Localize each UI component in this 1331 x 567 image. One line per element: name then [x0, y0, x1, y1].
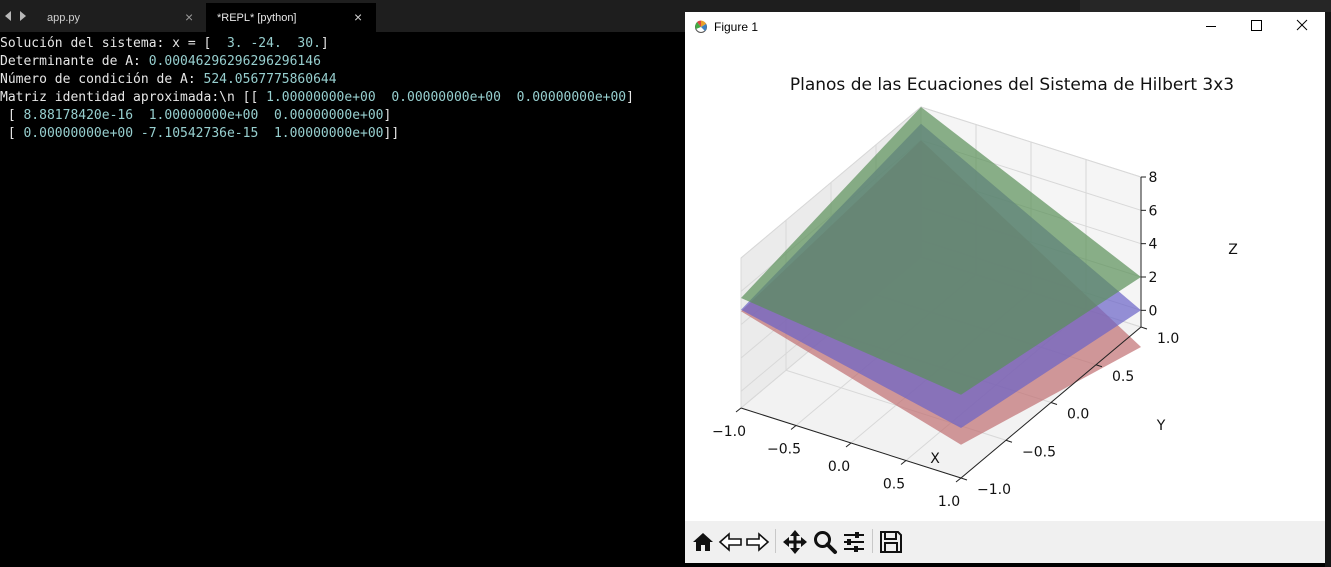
console-text: [	[0, 108, 24, 123]
y-tick-label: −0.5	[1022, 444, 1056, 460]
console-text: ]]	[383, 126, 400, 141]
x-tick-label: 0.5	[883, 477, 905, 493]
x-tick-label: 1.0	[938, 494, 960, 510]
tab-app-py[interactable]: app.py ×	[35, 3, 205, 32]
tab-nav-arrows[interactable]	[3, 8, 33, 24]
console-value: 0.00046296296296296146	[148, 54, 321, 69]
close-icon[interactable]	[1279, 12, 1325, 42]
z-tick-label: 8	[1149, 170, 1158, 186]
y-tick-label: −1.0	[977, 482, 1011, 498]
y-tick-label-mark	[1050, 402, 1058, 405]
maximize-icon[interactable]	[1234, 12, 1280, 42]
minimize-icon[interactable]	[1188, 12, 1234, 42]
tab-label: app.py	[47, 12, 81, 24]
tab-repl-python[interactable]: *REPL* [python] ×	[206, 3, 376, 32]
console-text: [	[0, 126, 24, 141]
y-tick-label-mark	[1095, 364, 1103, 368]
y-tick-label: 0.0	[1067, 407, 1089, 423]
console-line: Solución del sistema: x = [ 3. -24. 30.]	[0, 35, 684, 53]
background-window-edge	[1325, 12, 1331, 567]
grid-line	[740, 106, 922, 259]
z-tick-label: 6	[1149, 203, 1158, 219]
console-text: Solución del sistema: x = [	[0, 36, 227, 51]
z-tick-label: 2	[1149, 270, 1158, 286]
console-line: [ 0.00000000e+00 -7.10542736e-15 1.00000…	[0, 125, 684, 143]
x-tick-label: 0.0	[828, 459, 850, 475]
x-tick-mark	[790, 425, 797, 430]
background-window-edge	[1080, 0, 1331, 12]
configure-subplots-icon[interactable]	[840, 528, 868, 556]
z-tick-label: 0	[1149, 303, 1158, 319]
x-tick-label: −1.0	[712, 424, 746, 440]
x-tick-mark	[845, 442, 852, 448]
home-icon[interactable]	[689, 528, 717, 556]
console-text: Matriz identidad aproximada:\n [[	[0, 90, 267, 105]
console-text: Número de condición de A:	[0, 72, 204, 87]
x-tick-mark	[735, 407, 742, 413]
matplotlib-app-icon	[695, 20, 707, 33]
toolbar-separator	[872, 529, 873, 553]
y-axis-label: Y	[1156, 418, 1166, 434]
console-value: 1.00000000e+00 0.00000000e+00 0.00000000…	[266, 90, 627, 105]
console-line: Matriz identidad aproximada:\n [[ 1.0000…	[0, 89, 684, 107]
surface-3d-chart[interactable]: −1.0 −0.5 0.0 0.5 1.0 −1.0 −0.5 0.0 0.5 1.0 0 2 4 6 8 P…	[685, 42, 1325, 521]
forward-arrow-icon[interactable]	[743, 528, 771, 556]
y-tick-label-mark	[1005, 439, 1013, 443]
window-titlebar[interactable]: Figure 1	[685, 12, 1325, 42]
console-value: 3. -24. 30.	[226, 36, 321, 51]
close-icon[interactable]: ×	[354, 9, 363, 25]
x-tick-mark	[900, 460, 907, 465]
zoom-icon[interactable]	[811, 528, 839, 556]
console-value: 8.88178420e-16 1.00000000e+00 0.00000000…	[23, 108, 384, 123]
chevron-left-icon[interactable]	[5, 11, 11, 21]
save-icon[interactable]	[877, 528, 905, 556]
surface-plane-3	[741, 107, 1141, 395]
figure-toolbar	[685, 521, 1325, 563]
back-arrow-icon[interactable]	[717, 528, 745, 556]
pan-icon[interactable]	[781, 528, 809, 556]
console-text: ]	[320, 36, 329, 51]
plot-canvas[interactable]: −1.0 −0.5 0.0 0.5 1.0 −1.0 −0.5 0.0 0.5 1.0 0 2 4 6 8 P…	[685, 42, 1325, 521]
tab-label: *REPL* [python]	[217, 12, 297, 24]
z-axis-label: Z	[1228, 242, 1238, 258]
console-value: 0.00000000e+00 -7.10542736e-15 1.0000000…	[23, 126, 384, 141]
close-icon[interactable]: ×	[185, 9, 194, 25]
chevron-right-icon[interactable]	[20, 11, 26, 21]
x-tick-mark	[955, 477, 962, 483]
console-line: Determinante de A: 0.0004629629629629614…	[0, 53, 684, 71]
repl-console[interactable]: Solución del sistema: x = [ 3. -24. 30.]…	[0, 35, 684, 567]
console-value: 524.0567775860644	[203, 72, 337, 87]
grid-line	[920, 106, 1142, 178]
console-text: ]	[383, 108, 392, 123]
console-line: Número de condición de A: 524.0567775860…	[0, 71, 684, 89]
y-tick-label-mark	[1140, 326, 1148, 330]
x-tick-label: −0.5	[767, 442, 801, 458]
y-tick-label-mark	[960, 477, 968, 481]
chart-title: Planos de las Ecuaciones del Sistema de …	[790, 75, 1234, 95]
x-axis-label: X	[930, 451, 940, 467]
z-tick-label: 4	[1149, 237, 1158, 253]
console-text: ]	[626, 90, 634, 105]
console-text: Determinante de A:	[0, 54, 149, 69]
y-tick-label: 0.5	[1112, 369, 1134, 385]
figure-window: Figure 1 −1.0 −0.5 0.0 0.5 1.0 −1.0 −0.5 0.0 0.5…	[685, 12, 1325, 563]
console-line: [ 8.88178420e-16 1.00000000e+00 0.000000…	[0, 107, 684, 125]
toolbar-separator	[775, 529, 776, 553]
window-title: Figure 1	[714, 20, 759, 34]
y-tick-label: 1.0	[1157, 331, 1179, 347]
